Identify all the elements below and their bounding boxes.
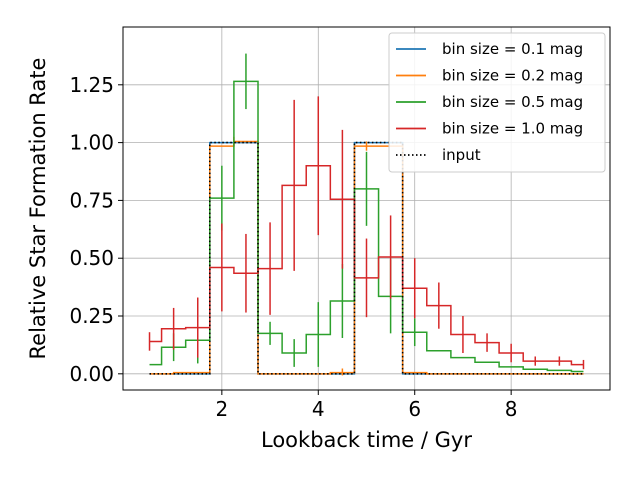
legend-label: bin size = 1.0 mag <box>442 120 583 138</box>
y-tick-label: 1.00 <box>69 131 114 155</box>
x-tick-label: 8 <box>505 397 518 421</box>
axis-ticks: 2 4 6 8 0.00 0.25 0.50 0.75 1.00 1.25 <box>69 73 517 421</box>
legend-label: bin size = 0.5 mag <box>442 93 583 111</box>
series-bin-size-1-0-mag <box>148 96 585 370</box>
y-tick-label: 1.25 <box>69 73 114 97</box>
y-tick-label: 0.50 <box>69 246 114 270</box>
plot-area-frame <box>122 26 611 391</box>
y-tick-label: 0.25 <box>69 304 114 328</box>
legend-label: input <box>442 146 481 164</box>
legend: bin size = 0.1 mag bin size = 0.2 mag bin … <box>388 32 606 173</box>
legend-label: bin size = 0.1 mag <box>442 40 583 58</box>
x-tick-label: 2 <box>215 397 228 421</box>
legend-label: bin size = 0.2 mag <box>442 67 583 85</box>
legend-box <box>388 32 606 173</box>
x-tick-label: 4 <box>312 397 325 421</box>
y-axis-label: Relative Star Formation Rate <box>26 58 50 360</box>
y-tick-label: 0.00 <box>69 362 114 386</box>
series-layer <box>148 53 585 376</box>
series-line-bin-size-1-0-mag <box>149 164 584 366</box>
y-tick-label: 0.75 <box>69 188 114 212</box>
x-axis-label: Lookback time / Gyr <box>261 428 472 452</box>
x-tick-label: 6 <box>408 397 421 421</box>
